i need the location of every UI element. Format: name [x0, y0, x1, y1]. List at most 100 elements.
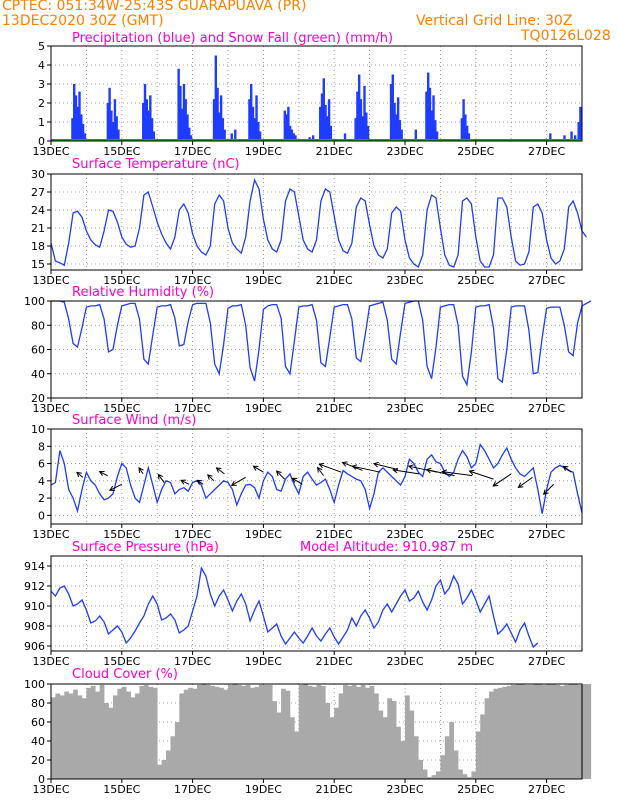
- panel-title: Cloud Cover (%): [72, 667, 178, 682]
- cloud-bar: [520, 684, 525, 779]
- cloud-bar: [104, 703, 109, 779]
- cloud-bar: [396, 726, 401, 779]
- precip-bar: [83, 133, 87, 141]
- precip-bar: [152, 131, 156, 141]
- cloud-bar: [112, 695, 118, 779]
- cloud-bar: [533, 684, 539, 779]
- precip-bar: [573, 135, 577, 141]
- precip-bar: [230, 133, 233, 141]
- precip-bar: [117, 129, 120, 141]
- y-tick-label: 15: [31, 258, 45, 271]
- x-tick-label: 21DEC: [316, 145, 353, 158]
- wind-arrow-head: [157, 473, 164, 480]
- wind-arrow: [157, 474, 165, 483]
- cloud-bar: [90, 685, 96, 779]
- precip-bar: [354, 118, 357, 141]
- y-tick-label: 2: [38, 97, 45, 110]
- precip-bar: [428, 87, 432, 141]
- precip-bar: [113, 99, 117, 141]
- wind-arrow-head: [196, 479, 203, 485]
- precip-bar: [290, 129, 294, 141]
- precip-bar: [258, 131, 262, 141]
- precip-bar: [212, 99, 216, 141]
- cloud-bar: [542, 684, 547, 779]
- cloud-bar: [51, 697, 56, 779]
- cloud-bar: [338, 693, 344, 779]
- precip-bar: [255, 95, 258, 141]
- y-tick-label: 27: [31, 186, 45, 199]
- cloud-bar: [223, 689, 229, 779]
- wind-arrow-head: [316, 466, 323, 473]
- x-tick-label: 19DEC: [245, 783, 282, 796]
- x-tick-label: 15DEC: [103, 655, 140, 668]
- y-tick-label: 100: [24, 678, 45, 691]
- x-tick-label: 23DEC: [386, 145, 423, 158]
- panel-title: Surface Temperature (nC): [72, 157, 240, 172]
- cloud-bar: [528, 684, 534, 779]
- series-line: [50, 178, 587, 269]
- precip-bar: [110, 110, 113, 141]
- cloud-bar: [258, 684, 264, 779]
- wind-arrow-head: [108, 485, 115, 491]
- cloud-bar: [409, 710, 415, 779]
- series-line: [50, 566, 539, 649]
- x-tick-label: 27DEC: [528, 274, 565, 287]
- cloud-bar: [219, 687, 224, 779]
- cloud-bar: [582, 684, 587, 779]
- x-tick-label: 21DEC: [316, 528, 353, 541]
- precip-bar: [150, 118, 154, 141]
- y-tick-label: 100: [24, 295, 45, 308]
- x-tick-label: 19DEC: [245, 274, 282, 287]
- y-tick-label: 3: [38, 78, 45, 91]
- precip-bar: [427, 72, 430, 141]
- x-tick-label: 13DEC: [32, 655, 69, 668]
- cloud-bar: [174, 722, 180, 779]
- precip-bar: [223, 129, 226, 141]
- x-tick-label: 13DEC: [32, 145, 69, 158]
- x-tick-label: 27DEC: [528, 655, 565, 668]
- y-tick-label: 910: [24, 600, 45, 613]
- x-tick-label: 19DEC: [245, 655, 282, 668]
- cloud-bar: [405, 695, 410, 779]
- x-tick-label: 19DEC: [245, 528, 282, 541]
- precip-bar: [579, 106, 582, 141]
- cloud-bar: [343, 684, 348, 779]
- precip-bar: [189, 135, 193, 141]
- cloud-bar: [272, 701, 277, 779]
- x-tick-label: 17DEC: [174, 528, 211, 541]
- precip-bar: [462, 99, 465, 141]
- cloud-bar: [382, 717, 388, 779]
- cloud-bar: [148, 686, 154, 779]
- cloud-bar: [564, 684, 570, 779]
- precip-bar: [106, 103, 110, 141]
- cloud-bar: [135, 693, 140, 779]
- y-tick-label: 10: [31, 423, 45, 436]
- precip-bar: [324, 104, 327, 141]
- wind-arrow-head: [275, 470, 282, 477]
- precip-bar: [288, 125, 292, 141]
- precip-bar: [143, 84, 147, 141]
- y-tick-label: 0: [38, 773, 45, 786]
- wind-arrow-head: [562, 465, 569, 471]
- precip-bar: [311, 135, 315, 141]
- y-tick-label: 21: [31, 222, 45, 235]
- wind-arrow-head: [180, 479, 187, 485]
- x-tick-label: 23DEC: [386, 528, 423, 541]
- precip-bar: [343, 133, 347, 141]
- cloud-bar: [466, 777, 472, 779]
- precip-bar: [434, 120, 437, 141]
- cloud-bar: [537, 684, 543, 779]
- wind-arrow: [469, 470, 494, 480]
- cloud-bar: [236, 684, 242, 779]
- cloud-bar: [577, 684, 583, 779]
- precip-bar: [145, 99, 148, 141]
- precip-bar: [398, 120, 402, 141]
- cloud-bar: [188, 687, 193, 779]
- cloud-bar: [126, 691, 131, 779]
- cloud-bar: [449, 722, 454, 779]
- wind-arrow: [99, 471, 108, 477]
- precip-bar: [253, 118, 256, 141]
- cloud-bar: [161, 760, 167, 779]
- series-line: [51, 300, 592, 387]
- precip-bar: [549, 133, 552, 141]
